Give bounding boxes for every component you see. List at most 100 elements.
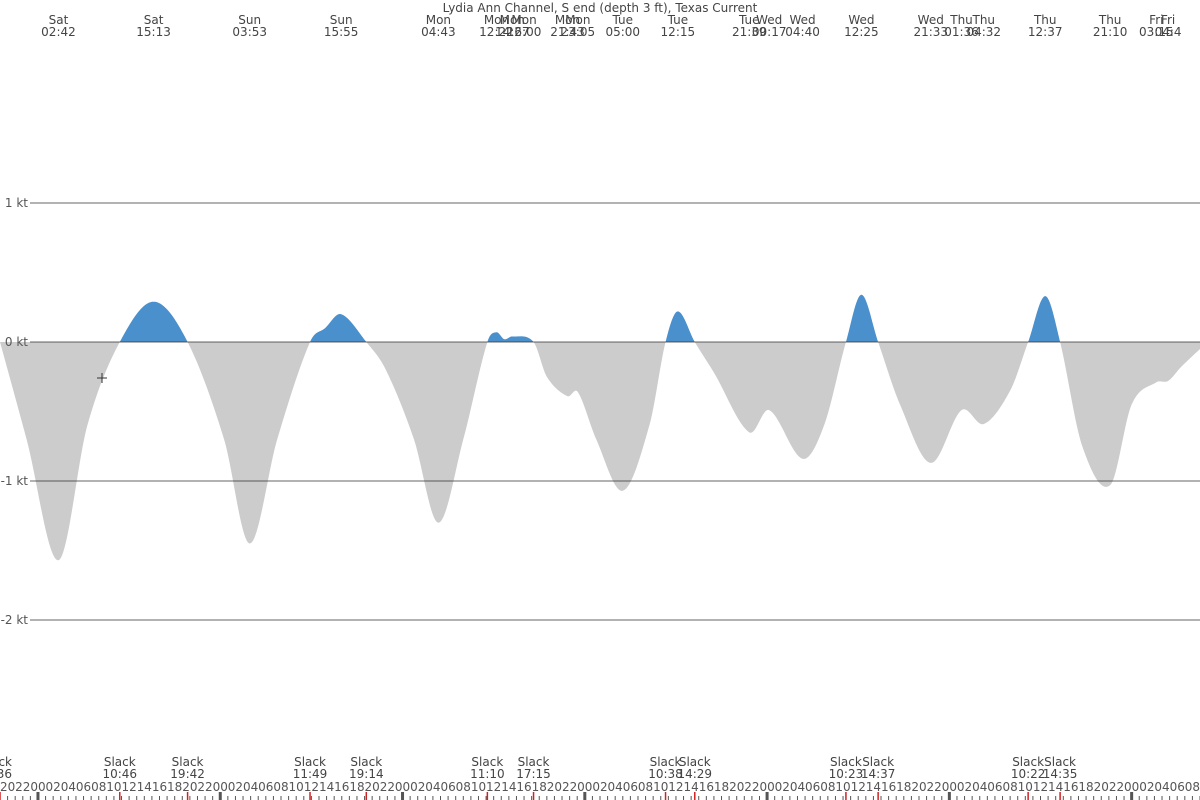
hour-label: 16 — [1063, 780, 1078, 794]
event-time-label: 12:37 — [1028, 25, 1063, 39]
hour-label: 06 — [987, 780, 1002, 794]
hour-label: 12 — [1033, 780, 1048, 794]
hour-label: 10 — [835, 780, 850, 794]
event-time-label: 04:43 — [421, 25, 456, 39]
slack-label: Slack — [830, 755, 862, 769]
event-day-label: Thu — [1033, 13, 1057, 27]
event-day-label: Tue — [612, 13, 634, 27]
hour-label: 14 — [319, 780, 334, 794]
hour-label: 06 — [76, 780, 91, 794]
hour-label: 22 — [1109, 780, 1124, 794]
slack-label: Slack — [1044, 755, 1076, 769]
event-day-label: Fri — [1161, 13, 1175, 27]
event-time-label: 21:33 — [913, 25, 948, 39]
event-day-label: Fri — [1149, 13, 1163, 27]
y-tick-label: 1 kt — [5, 196, 28, 210]
event-day-label: Wed — [789, 13, 815, 27]
hour-label: 04 — [1154, 780, 1169, 794]
slack-time-label: 19:14 — [349, 767, 384, 781]
hour-label: 22 — [562, 780, 577, 794]
hour-label: 00 — [759, 780, 774, 794]
event-time-label: 02:42 — [41, 25, 76, 39]
event-day-label: Mon — [555, 13, 580, 27]
event-day-label: Tue — [667, 13, 689, 27]
hour-label: 10 — [106, 780, 121, 794]
hour-label: 04 — [425, 780, 440, 794]
hour-label: 02 — [46, 780, 61, 794]
hour-label: 00 — [30, 780, 45, 794]
slack-time-label: 11:49 — [293, 767, 328, 781]
hour-label: 22 — [197, 780, 212, 794]
hour-label: 22 — [927, 780, 942, 794]
hour-label: 06 — [623, 780, 638, 794]
hour-label: 16 — [152, 780, 167, 794]
event-day-label: Mon — [565, 13, 590, 27]
hour-label: 02 — [1139, 780, 1154, 794]
event-day-label: Mon — [511, 13, 536, 27]
slack-label: Slack — [518, 755, 550, 769]
event-day-label: Sun — [330, 13, 353, 27]
hour-label: 04 — [790, 780, 805, 794]
hour-label: 04 — [243, 780, 258, 794]
hour-label: 20 — [729, 780, 744, 794]
event-day-label: Tue — [738, 13, 760, 27]
slack-event-labels: ck36Slack10:46Slack19:42Slack11:49Slack1… — [0, 755, 1077, 781]
event-day-label: Wed — [848, 13, 874, 27]
slack-label: Slack — [650, 755, 682, 769]
slack-label: Slack — [294, 755, 326, 769]
hour-label: 10 — [1018, 780, 1033, 794]
hour-label: 08 — [1002, 780, 1017, 794]
hour-label: 12 — [851, 780, 866, 794]
hour-label: 14 — [866, 780, 881, 794]
slack-time-label: 10:22 — [1011, 767, 1046, 781]
event-time-label: 21:39 — [732, 25, 767, 39]
hour-label: 00 — [942, 780, 957, 794]
event-time-label: 14:27 — [495, 25, 530, 39]
hour-label: 12 — [121, 780, 136, 794]
event-time-label: 05:00 — [605, 25, 640, 39]
hour-label: 16 — [516, 780, 531, 794]
event-day-label: Sun — [238, 13, 261, 27]
hour-label: 12 — [668, 780, 683, 794]
event-time-label: 03:15 — [1139, 25, 1174, 39]
event-time-label: 01:36 — [944, 25, 979, 39]
slack-label: Slack — [172, 755, 204, 769]
hour-label: 04 — [608, 780, 623, 794]
event-day-label: Thu — [1098, 13, 1122, 27]
event-time-label: 12:15 — [661, 25, 696, 39]
hour-label: 10 — [471, 780, 486, 794]
hour-label: 04 — [61, 780, 76, 794]
y-tick-label: -1 kt — [1, 474, 29, 488]
hour-label: 18 — [167, 780, 182, 794]
hour-label: 08 — [638, 780, 653, 794]
hour-axis: 20 22 00 02 04 06 08 10 12 14 16 18 20 22 00 02 04 06 08 10… — [0, 780, 1200, 800]
slack-label: Slack — [104, 755, 136, 769]
current-areas — [0, 294, 1200, 561]
slack-time-label: 10:38 — [648, 767, 683, 781]
slack-label: Slack — [471, 755, 503, 769]
event-time-label: 15:13 — [136, 25, 171, 39]
hour-label: 02 — [775, 780, 790, 794]
event-time-label: 16:00 — [507, 25, 542, 39]
hour-label: 20 — [1094, 780, 1109, 794]
slack-label: Slack — [1012, 755, 1044, 769]
hour-label: 12 — [486, 780, 501, 794]
grid-lines — [30, 202, 1200, 621]
hour-label: 02 — [592, 780, 607, 794]
slack-time-label: 36 — [0, 767, 12, 781]
y-tick-label: -2 kt — [1, 613, 29, 627]
event-time-label: 04:32 — [966, 25, 1001, 39]
hour-label: 20 — [365, 780, 380, 794]
hour-label: 22 — [744, 780, 759, 794]
hour-label: 18 — [349, 780, 364, 794]
slack-time-label: 10:23 — [829, 767, 864, 781]
hour-label: 18 — [1078, 780, 1093, 794]
slack-time-label: 19:42 — [170, 767, 205, 781]
hour-label: 06 — [258, 780, 273, 794]
hour-label: 02 — [957, 780, 972, 794]
hour-label: 16 — [334, 780, 349, 794]
event-time-label: 03:53 — [232, 25, 267, 39]
hour-label: 06 — [1170, 780, 1185, 794]
slack-time-label: 14:35 — [1043, 767, 1078, 781]
